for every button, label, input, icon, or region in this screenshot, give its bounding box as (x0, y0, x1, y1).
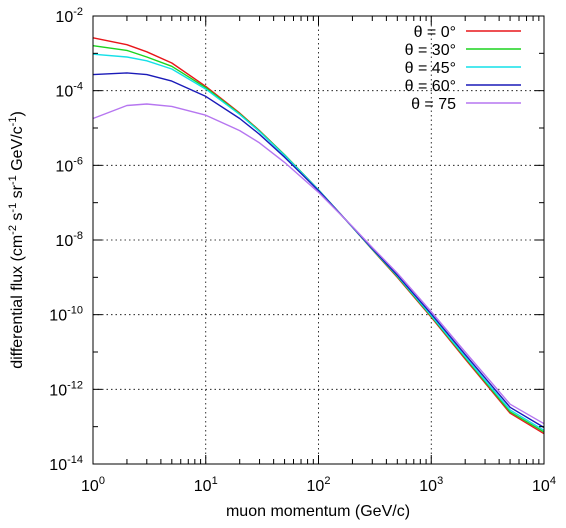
x-tick-label: 102 (307, 475, 331, 495)
y-tick-label: 10-14 (49, 454, 83, 474)
x-axis-label: muon momentum (GeV/c) (226, 503, 410, 520)
x-tick-label: 103 (419, 475, 443, 495)
x-tick-label: 100 (81, 475, 105, 495)
x-tick-label: 104 (532, 475, 556, 495)
y-tick-label: 10-12 (49, 379, 83, 399)
series-line-2 (92, 53, 545, 431)
y-axis-label: differential flux (cm-2 s-1 sr-1 GeV/c-1… (7, 111, 26, 369)
x-tick-label: 101 (194, 475, 218, 495)
y-tick-label: 10-4 (55, 81, 83, 101)
series-lines (92, 37, 545, 435)
y-tick-label: 10-6 (55, 155, 83, 175)
legend-label: θ = 60° (405, 78, 456, 95)
legend: θ = 0°θ = 30°θ = 45°θ = 60°θ = 75 (405, 24, 521, 113)
series-line-3 (92, 72, 545, 429)
y-tick-label: 10-8 (55, 230, 83, 250)
series-line-4 (92, 103, 545, 425)
legend-label: θ = 75 (411, 96, 456, 113)
tick-labels: 100 101 102 103 104 10-14 10-12 10-10 10-8 10-6 10… (49, 6, 556, 495)
legend-label: θ = 0° (414, 24, 456, 41)
legend-label: θ = 30° (405, 42, 456, 59)
axis-ticks (92, 15, 545, 465)
grid (93, 16, 544, 464)
y-tick-label: 10-2 (55, 6, 83, 26)
legend-label: θ = 45° (405, 60, 456, 77)
y-tick-label: 10-10 (49, 305, 83, 325)
